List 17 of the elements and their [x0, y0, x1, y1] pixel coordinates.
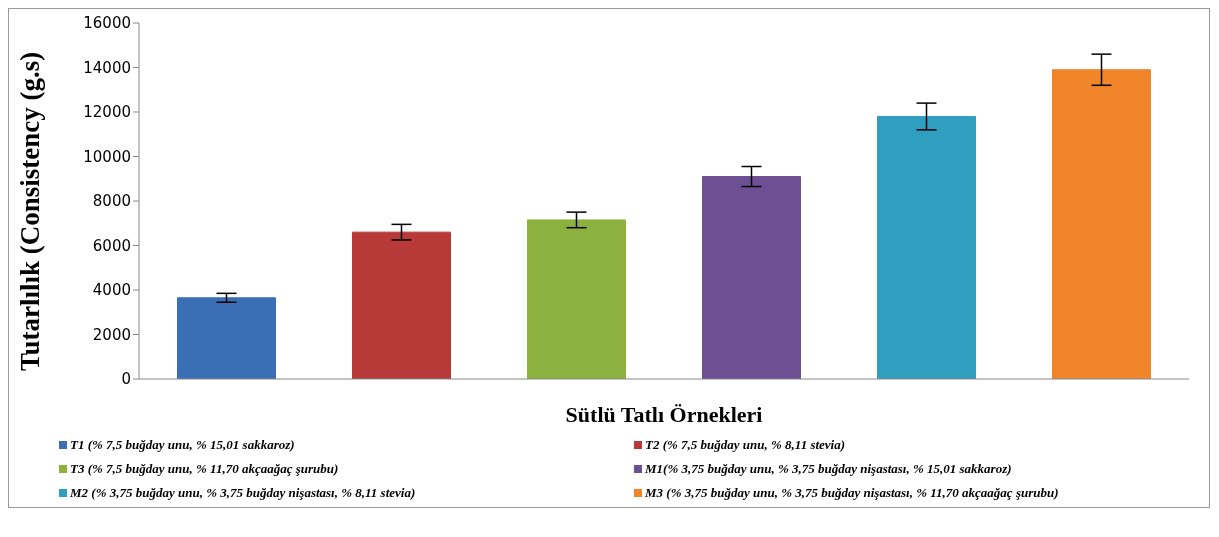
y-tick-label: 8000: [92, 192, 131, 211]
y-tick-label: 12000: [83, 103, 131, 122]
y-tick-label: 2000: [92, 325, 131, 344]
y-tick-label: 10000: [83, 147, 131, 166]
legend-label: M2 (% 3,75 buğday unu, % 3,75 buğday nişastası, % 8,11 stevia): [70, 485, 416, 501]
legend-label: M1(% 3,75 buğday unu, % 3,75 buğday nişastası, % 15,01 sakkaroz): [645, 461, 1012, 477]
y-tick-label: 4000: [92, 281, 131, 300]
x-axis-title: Sütlü Tatlı Örnekleri: [565, 402, 763, 427]
legend-label: T1 (% 7,5 buğday unu, % 15,01 sakkaroz): [70, 437, 295, 453]
y-tick-label: 6000: [92, 236, 131, 255]
y-tick-label: 0: [121, 370, 131, 389]
y-tick-label: 16000: [83, 14, 131, 33]
legend-label: M3 (% 3,75 buğday unu, % 3,75 buğday nişastası, % 11,70 akçaağaç şurubu): [645, 485, 1059, 501]
y-tick-label: 14000: [83, 58, 131, 77]
legend-label: T3 (% 7,5 buğday unu, % 11,70 akçaağaç şurubu): [70, 461, 339, 477]
y-axis-title: Tutarlılık (Consistency (g.s): [14, 51, 45, 371]
legend-label: T2 (% 7,5 buğday unu, % 8,11 stevia): [645, 437, 846, 453]
